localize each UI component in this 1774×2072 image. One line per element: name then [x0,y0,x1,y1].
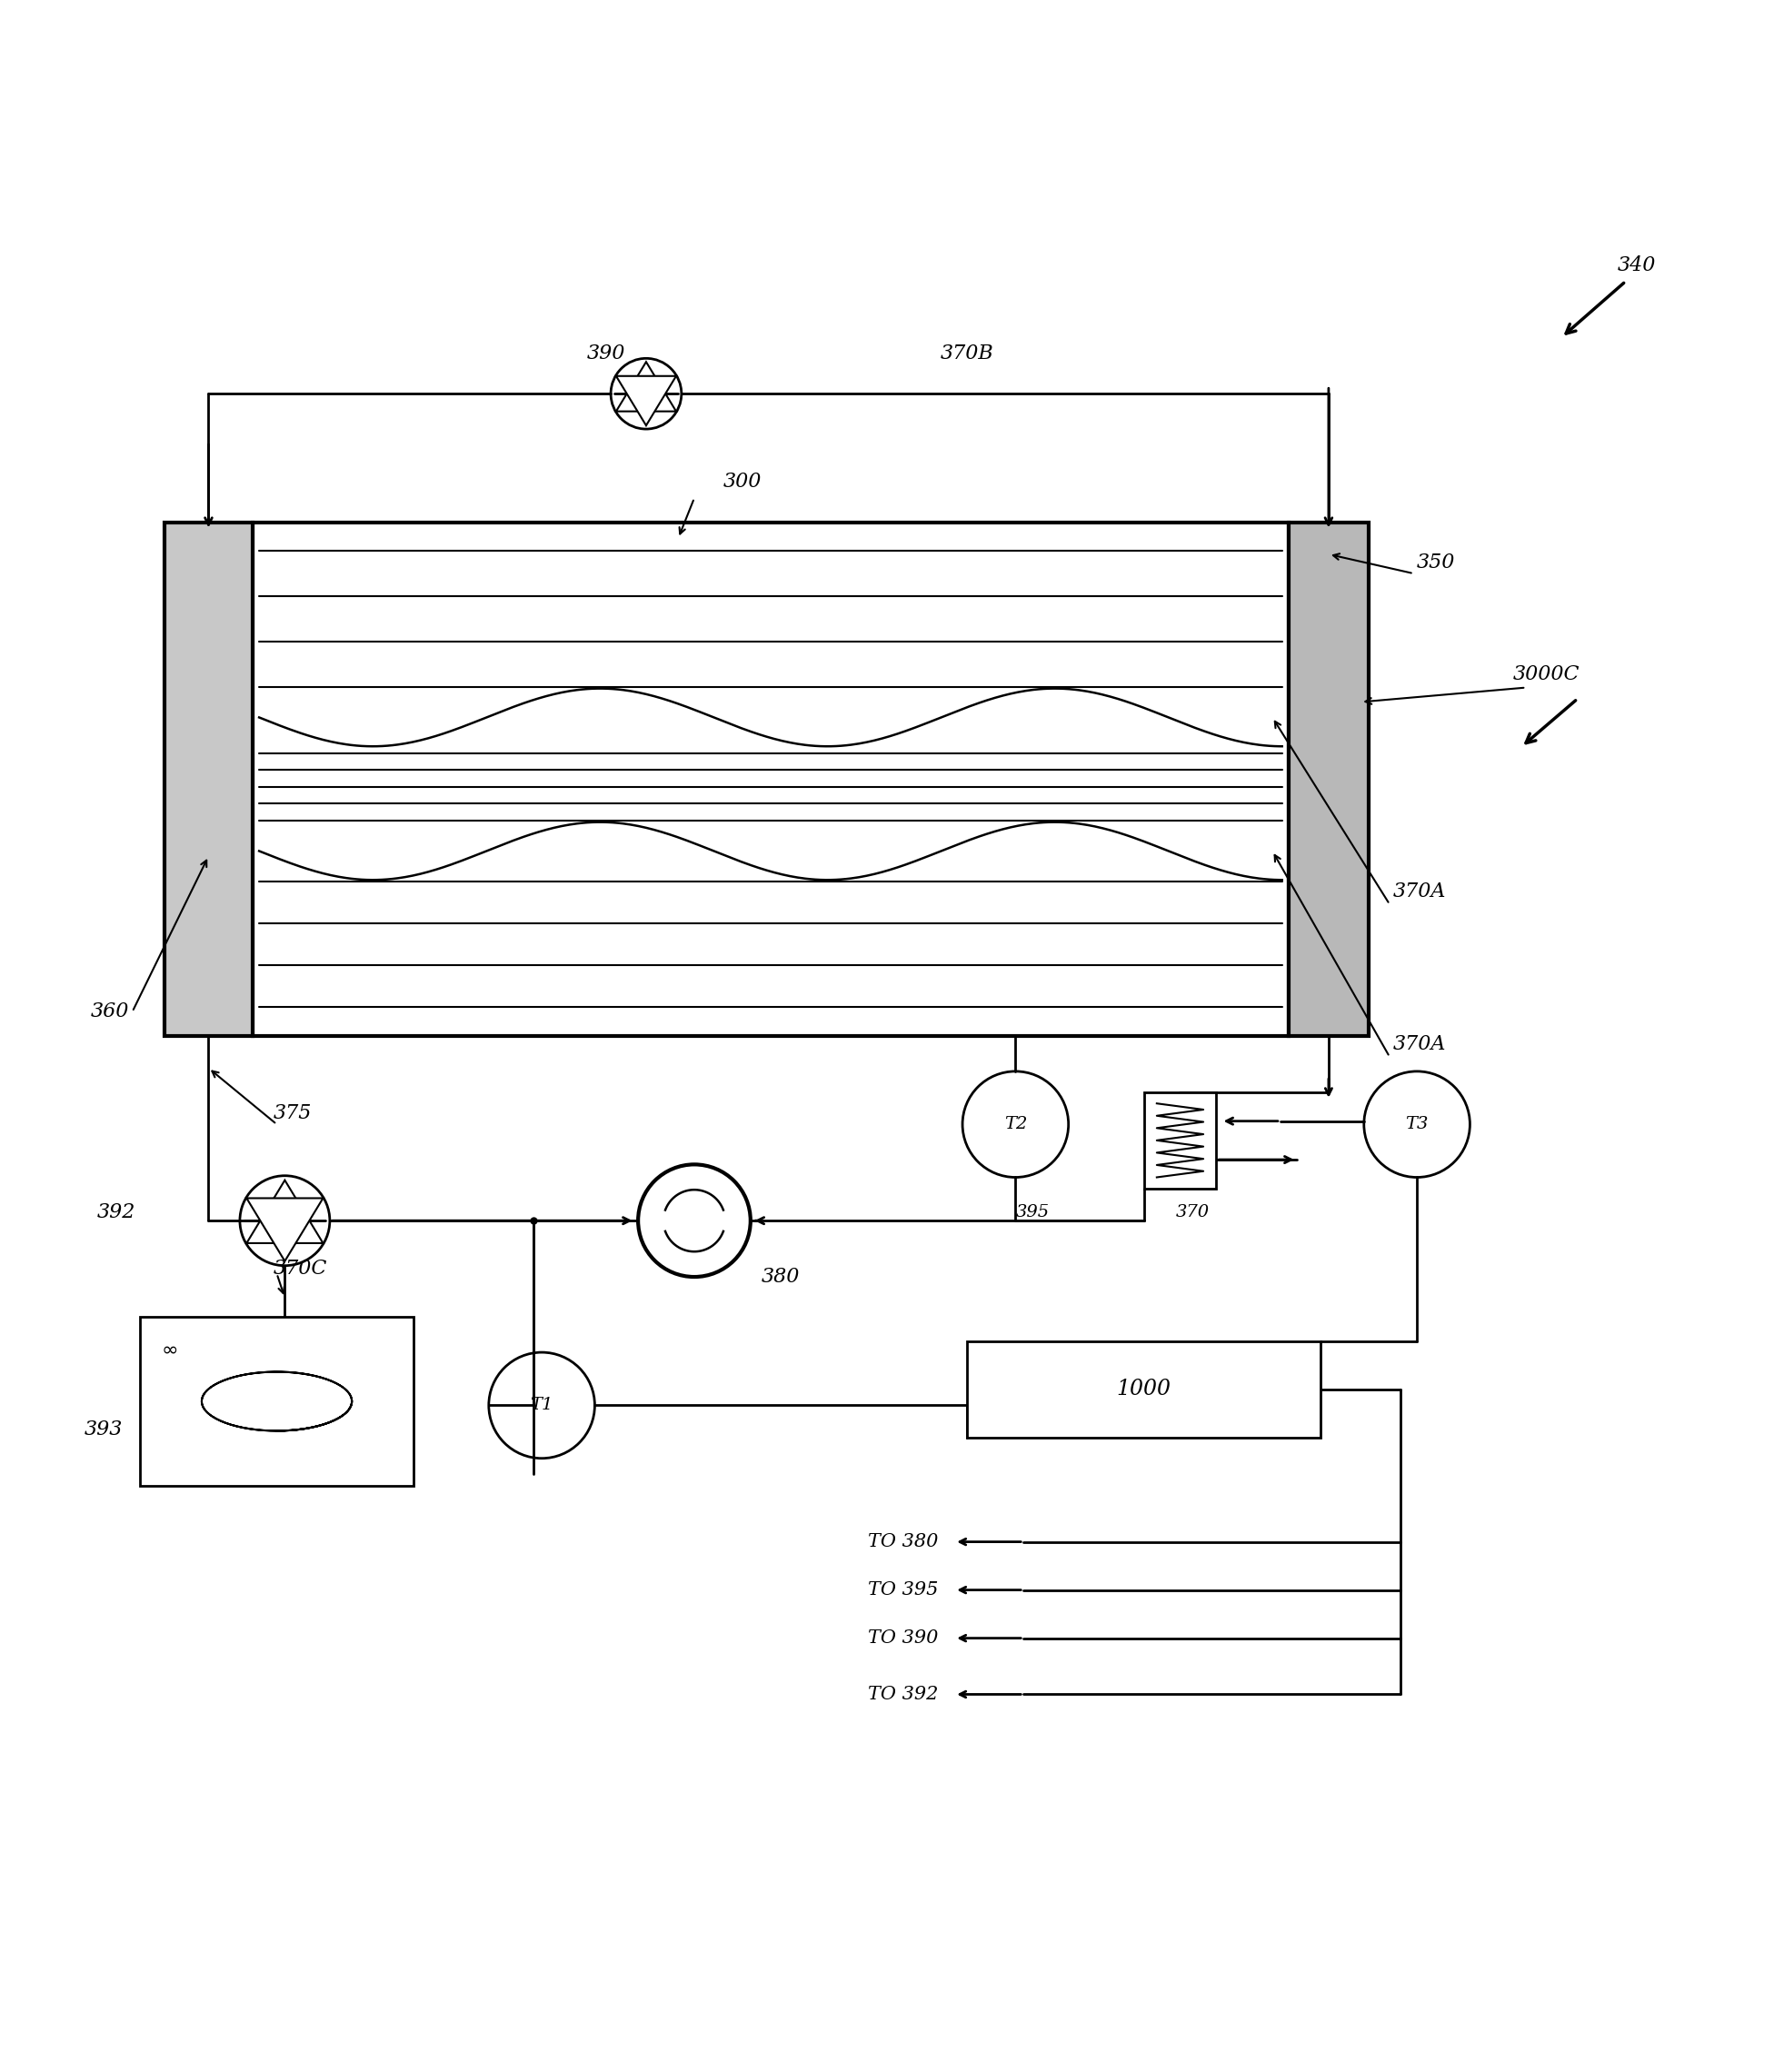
Text: 300: 300 [724,472,761,491]
Text: 370: 370 [1176,1204,1210,1220]
Text: 392: 392 [98,1202,135,1222]
Text: TO 380: TO 380 [867,1533,938,1550]
Text: 1000: 1000 [1116,1378,1171,1401]
Text: 393: 393 [83,1419,122,1440]
Text: 350: 350 [1417,553,1455,572]
Bar [165,522,252,1036]
Text: 380: 380 [761,1266,800,1287]
Text: 370B: 370B [940,344,993,363]
Text: 370A: 370A [1393,1034,1446,1055]
Text: T1: T1 [530,1397,553,1413]
Text: 340: 340 [1618,255,1657,276]
Bar [967,1341,1320,1438]
Text: 390: 390 [587,344,624,363]
Polygon shape [616,375,676,425]
Text: 360: 360 [90,1003,130,1021]
Text: T2: T2 [1004,1117,1027,1133]
Text: 3000C: 3000C [1513,665,1581,684]
Polygon shape [616,363,676,412]
Text: 395: 395 [1015,1204,1048,1220]
Text: TO 390: TO 390 [867,1629,938,1647]
Text: 370A: 370A [1393,881,1446,901]
Text: T3: T3 [1405,1117,1428,1133]
Bar [1288,522,1370,1036]
Bar [252,522,1288,1036]
Polygon shape [247,1181,323,1243]
Bar [140,1318,413,1486]
Text: TO 395: TO 395 [867,1581,938,1600]
Text: 375: 375 [273,1102,312,1123]
Bar [1144,1092,1217,1189]
Text: $\infty$: $\infty$ [161,1339,177,1359]
Text: 370C: 370C [273,1260,328,1278]
Text: TO 392: TO 392 [867,1687,938,1703]
Polygon shape [247,1198,323,1262]
